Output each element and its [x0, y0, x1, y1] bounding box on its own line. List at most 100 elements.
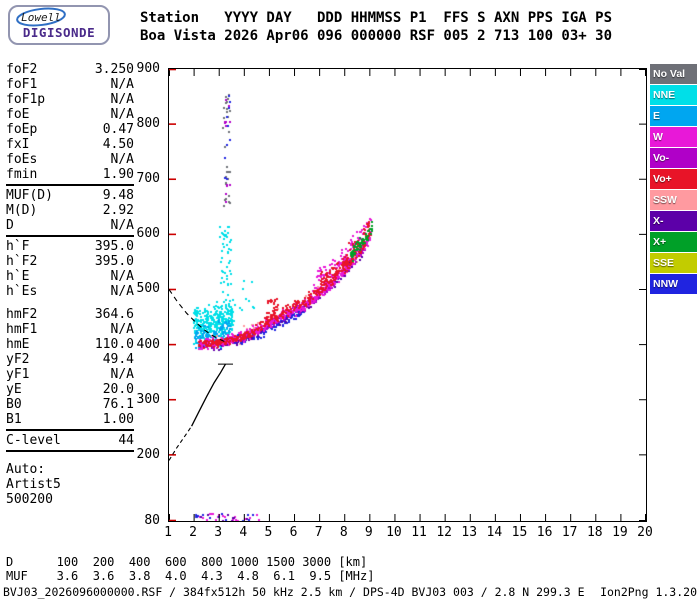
- x-axis-tick-label: 7: [314, 525, 323, 540]
- legend-item-label: SSW: [653, 194, 677, 206]
- x-axis-tick-label: 15: [511, 525, 528, 540]
- legend-item-e: E: [650, 106, 697, 126]
- x-axis-tick-label: 13: [461, 525, 478, 540]
- legend-item-label: X+: [653, 236, 667, 248]
- param-row-fxi: fxI 4.50: [6, 137, 134, 152]
- param-row-ye: yE 20.0: [6, 382, 134, 397]
- param-label: yE: [6, 382, 22, 397]
- param-row-yf1: yF1 N/A: [6, 367, 134, 382]
- param-label: foE: [6, 107, 30, 122]
- panel-divider: [6, 235, 134, 237]
- x-axis-tick-label: 17: [561, 525, 578, 540]
- parameter-panel: foF2 3.250 foF1 N/A foF1p N/A foE N/A foEp 0.47 fx…: [6, 62, 134, 507]
- plot-overlay: [169, 69, 646, 521]
- param-label: foEs: [6, 152, 38, 167]
- panel-divider: [6, 184, 134, 186]
- x-axis-tick-label: 8: [339, 525, 348, 540]
- logo-digisonde-text: DIGISONDE: [23, 25, 95, 40]
- param-label: 500200: [6, 492, 53, 507]
- param-value: 3.250: [94, 62, 134, 77]
- param-value: 2.92: [102, 203, 134, 218]
- param-label: foEp: [6, 122, 38, 137]
- param-value: N/A: [110, 77, 134, 92]
- param-row-b0: B0 76.1: [6, 397, 134, 412]
- param-row-foe: foE N/A: [6, 107, 134, 122]
- param-label: hmF2: [6, 307, 38, 322]
- param-row-artist5: Artist5: [6, 477, 134, 492]
- param-value: N/A: [110, 152, 134, 167]
- profile-curve-dashed: [169, 425, 193, 461]
- legend-item-nne: NNE: [650, 85, 697, 105]
- param-label: D: [6, 218, 14, 233]
- param-label: fmin: [6, 167, 38, 182]
- x-axis-tick-label: 14: [486, 525, 503, 540]
- param-label: h`Es: [6, 284, 38, 299]
- param-value: N/A: [110, 92, 134, 107]
- y-axis-tick-label: 200: [136, 446, 160, 462]
- legend-item-nnw: NNW: [650, 274, 697, 294]
- param-row-b1: B1 1.00: [6, 412, 134, 427]
- param-label: h`F: [6, 239, 30, 254]
- param-value: 1.00: [102, 412, 134, 427]
- param-row-fof2: foF2 3.250: [6, 62, 134, 77]
- param-label: foF2: [6, 62, 38, 77]
- param-value: N/A: [110, 284, 134, 299]
- param-value: 4.50: [102, 137, 134, 152]
- param-label: M(D): [6, 203, 38, 218]
- footer-program-version: Ion2Png 1.3.20: [600, 585, 697, 599]
- panel-divider: [6, 450, 134, 452]
- legend-item-ssw: SSW: [650, 190, 697, 210]
- param-label: Artist5: [6, 477, 61, 492]
- y-axis-tick-label: 400: [136, 336, 160, 352]
- header-station-values: Boa Vista 2026 Apr06 096 000000 RSF 005 …: [140, 28, 613, 44]
- param-row-hmf1: hmF1 N/A: [6, 322, 134, 337]
- param-label: hmE: [6, 337, 30, 352]
- legend-item-label: X-: [653, 215, 664, 227]
- muf-distance-table: D 100 200 400 600 800 1000 1500 3000 [km…: [6, 555, 374, 583]
- param-row-yf2: yF2 49.4: [6, 352, 134, 367]
- param-row-hf2: h`F2 395.0: [6, 254, 134, 269]
- x-axis-tick-label: 2: [189, 525, 197, 540]
- param-row-md: M(D) 2.92: [6, 203, 134, 218]
- frequency-axis-labels: 1 2 3 4 5 6 7 8 9 10 11 12 13 14 15 16 17 18 19 20: [164, 522, 653, 540]
- x-axis-tick-label: 11: [411, 525, 427, 540]
- param-row-he: h`E N/A: [6, 269, 134, 284]
- legend-item-label: NNE: [653, 89, 676, 101]
- x-axis-tick-label: 1: [164, 525, 172, 540]
- param-value: 0.47: [102, 122, 134, 137]
- legend-item-xplus: X+: [650, 232, 697, 252]
- x-axis-tick-label: 5: [264, 525, 273, 540]
- param-value: 364.6: [94, 307, 134, 322]
- legend-item-xminus: X-: [650, 211, 697, 231]
- param-label: h`F2: [6, 254, 38, 269]
- param-row-fof1: foF1 N/A: [6, 77, 134, 92]
- param-value: 20.0: [102, 382, 134, 397]
- profile-curve: [191, 363, 227, 427]
- param-value: 1.90: [102, 167, 134, 182]
- legend-item-label: Vo-: [653, 152, 670, 164]
- x-axis-tick-label: 9: [364, 525, 373, 540]
- param-value: N/A: [110, 367, 134, 382]
- legend-item-label: No Val: [653, 68, 686, 80]
- param-row-fmin: fmin 1.90: [6, 167, 134, 182]
- status-footer: BVJ03_2026096000000.RSF / 384fx512h 50 k…: [3, 585, 697, 599]
- param-label: h`E: [6, 269, 30, 284]
- panel-divider: [6, 429, 134, 431]
- param-label: B0: [6, 397, 22, 412]
- param-label: B1: [6, 412, 22, 427]
- y-axis-tick-label: 500: [136, 281, 160, 297]
- legend-item-w: W: [650, 127, 697, 147]
- footer-file-info: BVJ03_2026096000000.RSF / 384fx512h 50 k…: [3, 585, 585, 599]
- legend-item-label: W: [653, 131, 663, 143]
- distance-row: D 100 200 400 600 800 1000 1500 3000 [km…: [6, 555, 368, 569]
- station-header: Station YYYY DAY DDD HHMMSS P1 FFS S AXN…: [140, 9, 612, 45]
- param-value: 9.48: [102, 188, 134, 203]
- param-row-foep: foEp 0.47: [6, 122, 134, 137]
- y-axis-tick-label: 800: [136, 116, 160, 132]
- param-label: foF1p: [6, 92, 46, 107]
- param-value: 395.0: [94, 239, 134, 254]
- param-value: 110.0: [94, 337, 134, 352]
- param-row-hf: h`F 395.0: [6, 239, 134, 254]
- param-label: MUF(D): [6, 188, 53, 203]
- param-label: Auto:: [6, 462, 46, 477]
